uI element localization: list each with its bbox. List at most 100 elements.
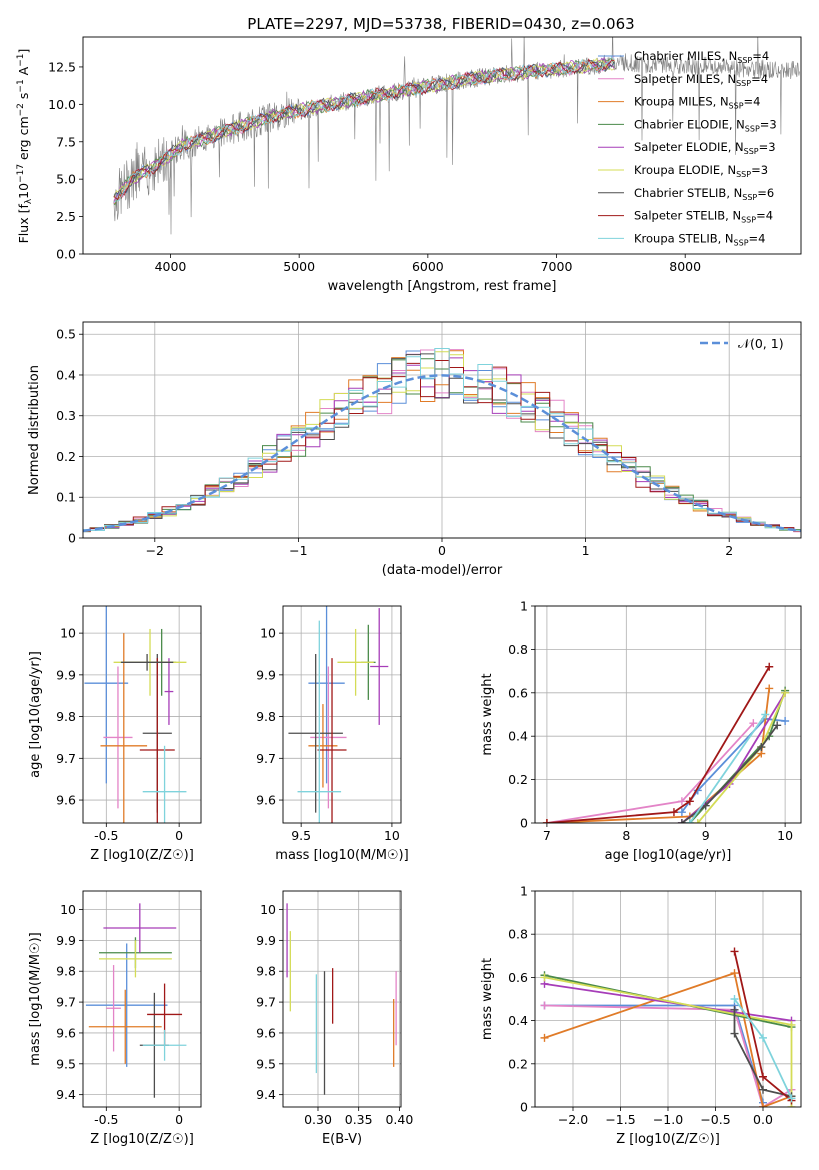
x-tick-label: 4000 [155, 259, 187, 274]
model-spectrum-line [113, 58, 615, 201]
y-tick-label: 9.9 [256, 933, 276, 948]
mass-weight-line [544, 1004, 792, 1107]
x-tick-label: 8000 [669, 259, 701, 274]
plot-area [540, 947, 796, 1107]
y-tick-label: 5.0 [56, 172, 76, 187]
x-tick-label: 10 [384, 828, 400, 843]
legend-subscript: SSP [745, 124, 760, 133]
y-label-part: erg cm [16, 116, 31, 164]
panel-mass_vs_EBV: 0.30 0.35 0.40 9.4 9.5 9.6 9.7 9.8 9.9 10 E(B-V) [256, 890, 413, 1147]
model-spectrum-line [113, 56, 615, 201]
mass-weight-line [681, 692, 786, 823]
x-tick-label: −1 [289, 543, 307, 558]
x-tick-label: 0.0 [753, 1112, 773, 1127]
x-axis-label: wavelength [Angstrom, rest frame] [328, 279, 557, 294]
mass-weight-line [681, 724, 778, 823]
residual-histogram [83, 353, 801, 532]
y-tick-label: 10 [60, 902, 76, 917]
y-tick-label: 0.1 [56, 490, 76, 505]
mass-weight-marker [730, 969, 739, 978]
legend-entry-label: Kroupa ELODIE, NSSP=3 [634, 163, 768, 179]
mass-weight-line [546, 722, 755, 823]
legend-subscript: SSP [737, 56, 752, 65]
y-label-part: λ [24, 198, 34, 204]
y-tick-label: 1 [520, 884, 528, 899]
x-axis-label: Z [log10(Z/Z☉)] [90, 1132, 194, 1147]
axes-frame [282, 605, 402, 824]
y-tick-label: 9.7 [56, 995, 76, 1010]
mass-weight-marker [787, 1094, 796, 1103]
x-tick-label: 9.5 [291, 828, 311, 843]
x-tick-label: 1 [582, 543, 590, 558]
axes-frame [82, 890, 202, 1108]
legend-entry-label: Chabrier ELODIE, NSSP=3 [634, 117, 777, 133]
mass-weight-marker [730, 1029, 739, 1038]
x-tick-label: 0.40 [385, 1112, 413, 1127]
x-tick-label: 2 [725, 543, 733, 558]
y-label-part: Flux [f [16, 204, 31, 244]
spectrum-legend: Chabrier MILES, NSSP=4 Salpeter MILES, NS… [598, 49, 777, 247]
legend-subscript: SSP [734, 238, 749, 247]
y-tick-label: 0.2 [508, 1056, 528, 1071]
legend-subscript: SSP [736, 170, 751, 179]
y-axis-label: mass [log10(M/M☉)] [28, 932, 43, 1065]
mass-weight-marker [669, 808, 678, 817]
x-axis-label: (data-model)/error [382, 563, 503, 578]
mass-weight-marker [759, 1033, 767, 1042]
y-tick-label: 9.8 [56, 709, 76, 724]
mass-weight-line [544, 1004, 764, 1103]
legend-subscript: SSP [729, 102, 744, 111]
model-spectrum-line [113, 55, 615, 203]
y-tick-label: 0 [520, 1100, 528, 1115]
mass-weight-marker [730, 1005, 739, 1014]
residual-histogram [83, 360, 801, 532]
y-tick-label: 2.5 [56, 209, 76, 224]
legend-entry-label: 𝒩(0, 1) [738, 336, 784, 351]
legend-entry-label: Salpeter STELIB, NSSP=4 [634, 209, 773, 225]
y-tick-label: 0.4 [508, 729, 528, 744]
mass-weight-line [544, 971, 792, 1107]
y-tick-label: 9.6 [256, 1025, 276, 1040]
x-tick-label: −1.5 [605, 1112, 635, 1127]
y-axis-label: mass weight [480, 958, 495, 1040]
x-tick-label: 7 [543, 828, 551, 843]
legend-subscript: SSP [742, 193, 757, 202]
mass-weight-marker [757, 743, 766, 752]
legend-entry-label: Chabrier MILES, NSSP=4 [634, 49, 769, 65]
y-label-part: s [16, 93, 31, 104]
mass-weight-marker [540, 1001, 549, 1010]
y-tick-label: 0 [68, 531, 76, 546]
x-axis-label: E(B-V) [322, 1132, 362, 1147]
x-axis-label: Z [log10(Z/Z☉)] [616, 1132, 720, 1147]
x-tick-label: 0 [175, 828, 183, 843]
legend-entry-label: Kroupa MILES, NSSP=4 [634, 95, 760, 111]
legend-entry-label: Kroupa STELIB, NSSP=4 [634, 231, 765, 247]
plot-area [288, 606, 389, 823]
model-spectrum-line [113, 59, 615, 198]
plot-area [113, 37, 800, 235]
y-tick-label: 10 [260, 902, 276, 917]
x-tick-label: 6000 [412, 259, 444, 274]
plot-area [286, 903, 397, 1095]
y-tick-label: 9.9 [256, 667, 276, 682]
y-tick-label: 10 [260, 626, 276, 641]
y-label-part: ] [16, 49, 31, 54]
mass-weight-line [546, 666, 770, 823]
legend-nssp-value: =4 [749, 231, 766, 245]
panel-mass_vs_Z: -0.5 0 9.4 9.5 9.6 9.7 9.8 9.9 10 Z [log10(Z/Z☉)]… [28, 890, 202, 1147]
panel-massweight_vs_Z: −2.0 −1.5 −1.0 −0.5 0.0 0 0.2 0.4 0.6 0.8 1 Z [log1… [480, 884, 802, 1147]
x-tick-label: 0 [175, 1112, 183, 1127]
y-tick-label: 9.5 [256, 1056, 276, 1071]
panels: 4000 5000 6000 7000 80000.02.55.07.510.012.5… [16, 36, 802, 1147]
y-tick-label: 9.6 [256, 793, 276, 808]
model-spectrum-line [113, 56, 615, 204]
legend-subscript: SSP [736, 79, 751, 88]
axes-frame [534, 605, 802, 824]
y-axis-label: age [log10(age/yr)] [28, 651, 43, 778]
plot-area [542, 662, 790, 823]
axes-frame [82, 605, 202, 824]
plot-area [85, 903, 187, 1098]
legend-entry-label: Salpeter MILES, NSSP=4 [634, 72, 768, 88]
legend-nssp-value: =4 [751, 72, 768, 86]
